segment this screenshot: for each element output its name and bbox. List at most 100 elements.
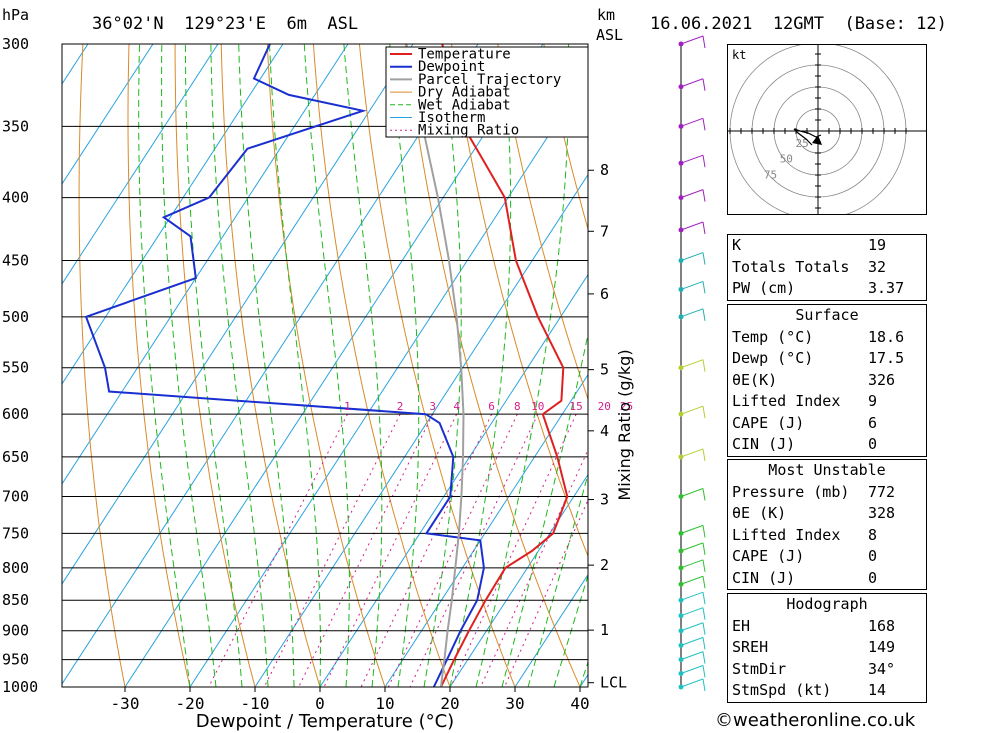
wet-adiabat-line [423,44,462,687]
legend-box [385,46,589,138]
mixing-ratio-label: 20 [598,400,611,413]
most-unstable-table: Most Unstable Pressure (mb) 772 θE (K) 328… [727,459,927,590]
isotherm-line [189,73,588,687]
wind-barb-flag [702,525,706,538]
series-line-dewpoint [84,44,485,687]
wet-adiabat-line [210,44,269,687]
mixing-ratio-label: 6 [488,400,495,413]
x-tick-label: 40 [570,694,589,713]
pressure-label: 700 [2,488,29,506]
mixing-ratio-line [480,448,588,687]
wind-barb-staff [680,359,704,369]
wind-barb-staff [680,280,704,290]
wind-barb-flag [702,448,706,462]
wind-barb-flag [702,359,706,372]
dry-adiabat-line [28,44,60,687]
sreh-row: SREH 149 [732,638,896,656]
km-tick-label: 8 [600,161,609,179]
mu-cape-row: CAPE (J) 0 [732,547,878,565]
wet-adiabat-line [389,44,420,687]
mu-title: Most Unstable [768,461,886,479]
legend-entry: Dry Adiabat [418,85,511,101]
pressure-label: 800 [2,559,29,577]
wind-barb-staff [680,622,704,632]
isotherm-line [449,473,588,687]
dry-adiabat-line [497,44,588,401]
surface-dewp-row: Dewp (°C) 17.5 [732,349,905,367]
mixing-ratio-line [450,413,577,687]
legend-entry: Temperature [418,47,511,63]
surface-title: Surface [795,306,859,324]
km-tick-label: 5 [600,361,609,379]
stmdir-row: StmDir 34° [732,659,896,678]
mixing-ratio-line [409,413,539,687]
dry-adiabat-line [543,44,588,231]
wind-barb-staff [680,35,704,45]
mu-pressure-row: Pressure (mb) 772 [732,482,896,501]
wind-barb-staff [680,542,704,552]
x-axis-label: Dewpoint / Temperature (°C) [196,711,454,732]
eh-row: EH 168 [732,616,896,635]
km-tick-label: 4 [600,422,609,440]
pressure-label: 400 [2,189,29,207]
mixing-ratio-line [360,413,493,687]
km-tick-label: 3 [600,491,609,509]
isotherm-line [124,44,544,687]
wind-barb-flag [702,221,706,235]
isotherm-line [62,44,219,285]
isotherm-line [62,44,479,685]
location-title: 36°02'N 129°23'E 6m ASL [92,14,359,34]
credit-link[interactable]: ©weatheronline.co.uk [715,710,916,731]
wind-barb-flag [702,35,706,49]
hodograph-ring-label: 25 [796,137,809,150]
isotherm-line [254,173,588,687]
wind-barb-flag [702,607,706,620]
wind-barb-staff [680,607,704,617]
legend-entry: Parcel Trajectory [418,72,561,88]
wet-adiabat-line [553,573,588,687]
wind-barb-staff [680,678,704,688]
mixing-ratio-axis-label: Mixing Ratio (g/kg) [615,349,634,500]
axis-labels: 1 2 3 4 6 8 10 15 20 2530035040045050055060065070… [2,35,634,732]
totals-row: Totals Totals 32 [732,257,887,276]
dry-adiabat-line [127,44,191,687]
pressure-label: 450 [2,252,29,270]
wind-barb-flag [702,308,706,321]
wind-barb-flag [702,592,706,605]
wet-adiabat-line [343,44,383,687]
mu-theta-row: θE (K) 328 [732,504,896,522]
pw-row: PW (cm) 3.37 [732,279,905,297]
x-tick-label: -20 [176,694,205,713]
km-label: km [597,6,616,24]
wind-barb-flag [702,678,706,692]
wind-barb-flag [702,488,706,501]
x-tick-label: -30 [111,694,140,713]
wind-barb-flag [702,118,706,131]
surface-temp-row: Temp (°C) 18.6 [732,327,905,346]
wind-barb-flag [702,559,706,572]
stmspd-row: StmSpd (kt) 14 [732,681,887,699]
mixing-ratio-label: 1 [344,400,351,413]
wind-barb-staff [680,117,704,127]
wet-adiabat-line [269,44,321,687]
wind-barb-staff [680,189,704,199]
series-line-parcel-trajectory [405,44,465,687]
wet-adiabat-line [138,44,191,687]
pressure-label: 600 [2,405,29,423]
wind-barb-staff [680,665,704,674]
dry-adiabat-line [959,44,1000,687]
pressure-label: 900 [2,622,29,640]
dry-adiabat-line [405,44,581,687]
pressure-label: 750 [2,524,29,542]
wind-barb-staff [680,405,704,415]
wind-barb-staff [680,559,704,569]
hodograph-table: Hodograph EH 168 SREH 149 StmDir 34° StmSpd… [727,593,927,703]
isotherm-line [62,44,284,385]
x-tick-label: 10 [375,694,394,713]
asl-label: ASL [596,26,624,44]
wind-barb-flag [702,252,706,265]
wind-barb-staff [680,488,704,497]
pressure-label: 550 [2,359,29,377]
